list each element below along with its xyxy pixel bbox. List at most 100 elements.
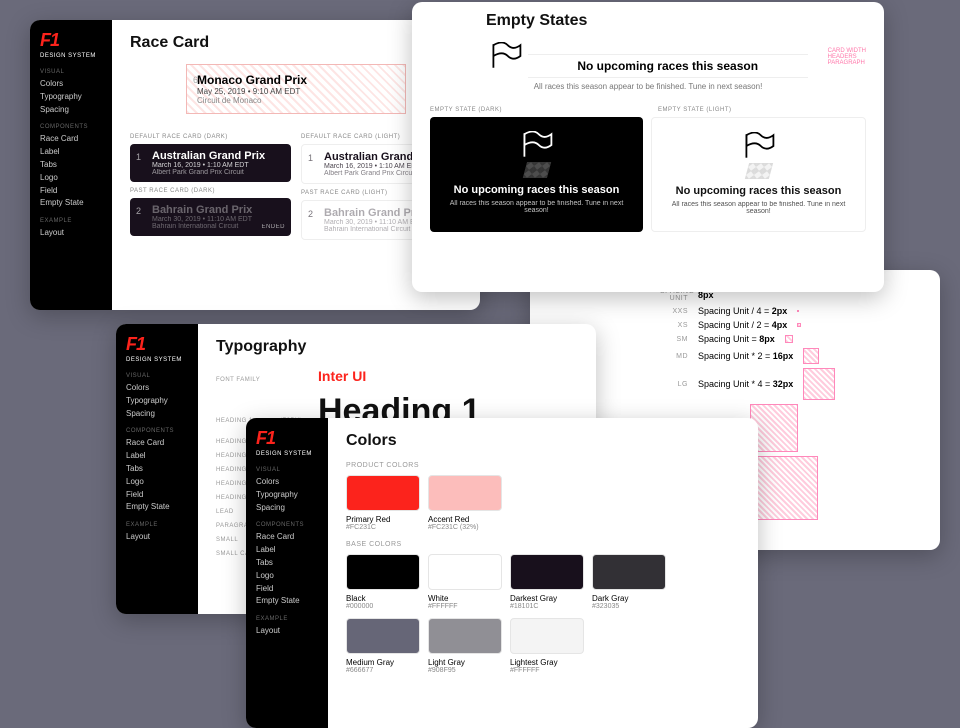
sidebar-item-label[interactable]: Label bbox=[256, 544, 318, 557]
swatch-chip bbox=[510, 618, 584, 654]
sidebar-item-typography[interactable]: Typography bbox=[256, 489, 318, 502]
page-title: Empty States bbox=[430, 12, 866, 30]
nav-group-title: COMPONENTS bbox=[126, 428, 188, 434]
sidebar-item-typography[interactable]: Typography bbox=[126, 395, 188, 408]
page-title: Colors bbox=[346, 432, 740, 450]
color-swatch[interactable]: White #FFFFFF bbox=[428, 554, 502, 610]
color-swatch[interactable]: Primary Red #FC231C bbox=[346, 475, 420, 531]
color-group-label: PRODUCT COLORS bbox=[346, 462, 740, 469]
sidebar-item-logo[interactable]: Logo bbox=[126, 476, 188, 489]
spacing-key: XS bbox=[660, 322, 688, 329]
swatch-name: Darkest Gray bbox=[510, 594, 584, 603]
swatch-chip bbox=[346, 618, 420, 654]
sidebar-item-label[interactable]: Label bbox=[40, 146, 102, 159]
logo-subtitle: DESIGN SYSTEM bbox=[256, 451, 318, 457]
swatch-name: White bbox=[428, 594, 502, 603]
sidebar-item-spacing[interactable]: Spacing bbox=[40, 104, 102, 117]
race-hero-card[interactable]: 6 Monaco Grand Prix May 25, 2019 • 9:10 … bbox=[186, 64, 406, 114]
color-swatch[interactable]: Black #000000 bbox=[346, 554, 420, 610]
sidebar-item-field[interactable]: Field bbox=[126, 489, 188, 502]
spacing-formula: Spacing Unit * 2 = 16px bbox=[698, 351, 793, 361]
race-name: Monaco Grand Prix bbox=[197, 73, 395, 87]
sidebar-item-empty state[interactable]: Empty State bbox=[126, 501, 188, 514]
color-swatch[interactable]: Dark Gray #323035 bbox=[592, 554, 666, 610]
sidebar-item-colors[interactable]: Colors bbox=[256, 476, 318, 489]
sidebar-item-layout[interactable]: Layout bbox=[126, 531, 188, 544]
color-swatch[interactable]: Darkest Gray #18101C bbox=[510, 554, 584, 610]
section-label: EMPTY STATE (LIGHT) bbox=[658, 107, 866, 113]
sidebar-item-race card[interactable]: Race Card bbox=[256, 531, 318, 544]
spacing-key: MD bbox=[660, 353, 688, 360]
sidebar-item-field[interactable]: Field bbox=[40, 185, 102, 198]
sidebar-item-layout[interactable]: Layout bbox=[256, 625, 318, 638]
swatch-hex: #18101C bbox=[510, 603, 584, 610]
spacing-formula: Spacing Unit / 4 = 2px bbox=[698, 306, 787, 316]
sidebar-item-colors[interactable]: Colors bbox=[126, 382, 188, 395]
sidebar-item-layout[interactable]: Layout bbox=[40, 227, 102, 240]
logo-icon: F1 bbox=[40, 30, 102, 51]
swatch-chip bbox=[428, 618, 502, 654]
annotation-labels: CARD WIDTHHEADERSPARAGRAPH bbox=[828, 48, 866, 66]
swatch-name: Black bbox=[346, 594, 420, 603]
sidebar-item-logo[interactable]: Logo bbox=[40, 172, 102, 185]
empty-state-light: No upcoming races this season All races … bbox=[651, 117, 866, 232]
sidebar-item-label[interactable]: Label bbox=[126, 450, 188, 463]
sidebar-item-typography[interactable]: Typography bbox=[40, 91, 102, 104]
swatch-name: Light Gray bbox=[428, 658, 502, 667]
spacing-key: LG bbox=[660, 381, 688, 388]
swatch-hex: #000000 bbox=[346, 603, 420, 610]
empty-state-dark: No upcoming races this season All races … bbox=[430, 117, 643, 232]
spacing-box bbox=[803, 348, 819, 364]
page-title: Typography bbox=[216, 338, 578, 356]
sidebar-item-empty state[interactable]: Empty State bbox=[40, 197, 102, 210]
logo-icon: F1 bbox=[126, 334, 188, 355]
typo-sample: Inter UI bbox=[318, 368, 366, 384]
sidebar-item-tabs[interactable]: Tabs bbox=[256, 557, 318, 570]
nav-group-title: COMPONENTS bbox=[256, 522, 318, 528]
spacing-box bbox=[797, 310, 799, 312]
swatch-name: Medium Gray bbox=[346, 658, 420, 667]
race-card-dark-past[interactable]: 2 Bahrain Grand Prix March 30, 2019 • 11… bbox=[130, 198, 291, 236]
sidebar-item-spacing[interactable]: Spacing bbox=[256, 502, 318, 515]
spacing-row: SM Spacing Unit = 8px bbox=[660, 334, 922, 344]
logo-subtitle: DESIGN SYSTEM bbox=[126, 357, 188, 363]
empty-subtitle: All races this season appear to be finis… bbox=[430, 82, 866, 91]
checker-icon bbox=[744, 163, 772, 179]
swatch-chip bbox=[592, 554, 666, 590]
spacing-key: XXS bbox=[660, 308, 688, 315]
swatch-hex: #323035 bbox=[592, 603, 666, 610]
swatch-chip bbox=[428, 475, 502, 511]
sidebar-item-tabs[interactable]: Tabs bbox=[126, 463, 188, 476]
empty-states-panel: Empty States No upcoming races this seas… bbox=[412, 2, 884, 292]
nav-group-title: EXAMPLE bbox=[256, 616, 318, 622]
sidebar-item-field[interactable]: Field bbox=[256, 583, 318, 596]
logo-subtitle: DESIGN SYSTEM bbox=[40, 53, 102, 59]
swatch-chip bbox=[510, 554, 584, 590]
swatch-hex: #FC231C bbox=[346, 524, 420, 531]
swatch-chip bbox=[346, 554, 420, 590]
typo-row: FONT FAMILY Inter UI bbox=[216, 368, 578, 384]
race-card-dark[interactable]: 1 Australian Grand Prix March 16, 2019 •… bbox=[130, 144, 291, 182]
sidebar-item-tabs[interactable]: Tabs bbox=[40, 159, 102, 172]
checker-icon bbox=[522, 162, 550, 178]
color-swatch[interactable]: Medium Gray #666677 bbox=[346, 618, 420, 674]
section-label: DEFAULT RACE CARD (DARK) bbox=[130, 134, 291, 140]
nav-group-title: EXAMPLE bbox=[40, 218, 102, 224]
color-swatch[interactable]: Accent Red #FC231C (32%) bbox=[428, 475, 502, 531]
sidebar-item-spacing[interactable]: Spacing bbox=[126, 408, 188, 421]
color-swatch[interactable]: Lightest Gray #FFFFFF bbox=[510, 618, 584, 674]
section-label: PAST RACE CARD (DARK) bbox=[130, 188, 291, 194]
swatch-hex: #908F95 bbox=[428, 667, 502, 674]
sidebar: F1 DESIGN SYSTEMVISUALColorsTypographySp… bbox=[246, 418, 328, 728]
color-swatch[interactable]: Light Gray #908F95 bbox=[428, 618, 502, 674]
spacing-formula: Spacing Unit = 8px bbox=[698, 334, 775, 344]
sidebar-item-empty state[interactable]: Empty State bbox=[256, 595, 318, 608]
sidebar-item-colors[interactable]: Colors bbox=[40, 78, 102, 91]
nav-group-title: VISUAL bbox=[40, 69, 102, 75]
sidebar-item-race card[interactable]: Race Card bbox=[40, 133, 102, 146]
race-number: 6 bbox=[193, 75, 198, 85]
sidebar-item-race card[interactable]: Race Card bbox=[126, 437, 188, 450]
swatch-hex: #666677 bbox=[346, 667, 420, 674]
sidebar-item-logo[interactable]: Logo bbox=[256, 570, 318, 583]
sidebar: F1 DESIGN SYSTEMVISUALColorsTypographySp… bbox=[116, 324, 198, 614]
